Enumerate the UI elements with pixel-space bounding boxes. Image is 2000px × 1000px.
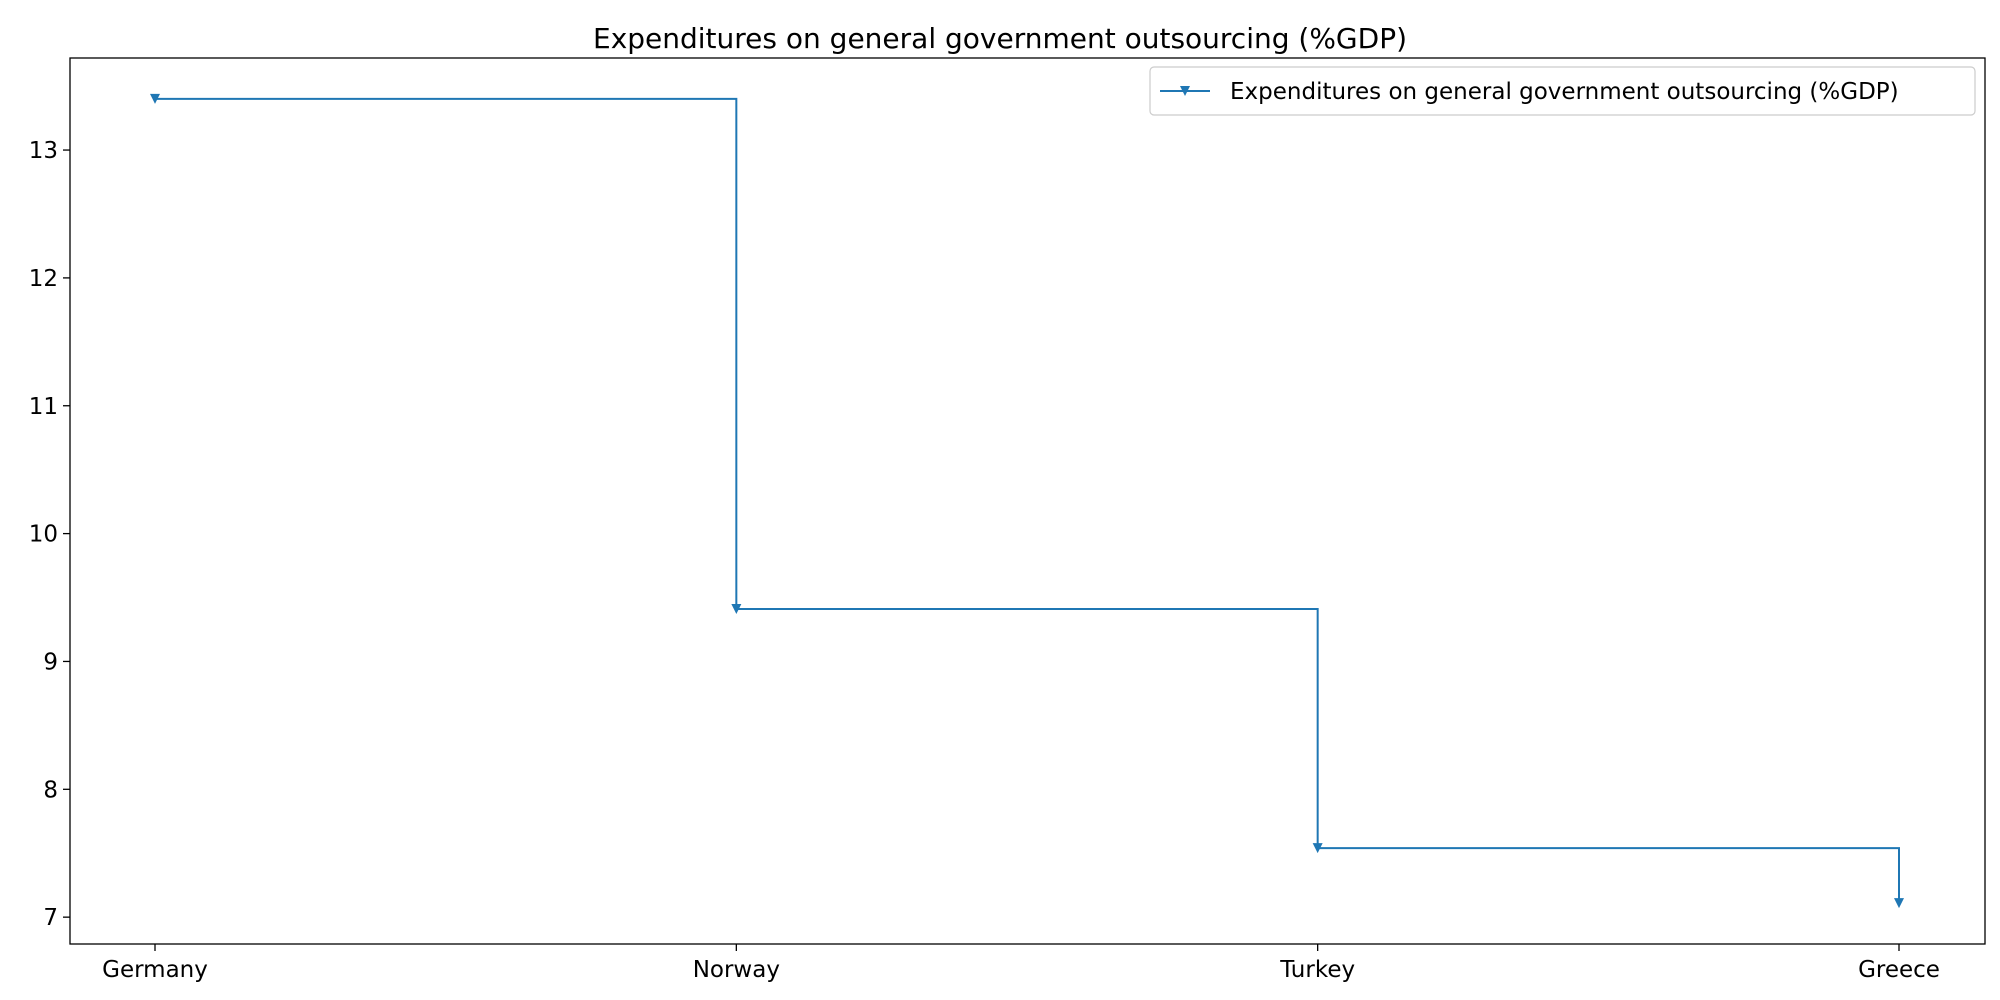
- series-line: [155, 97, 1900, 904]
- y-tick-label: 13: [29, 138, 58, 164]
- x-tick-label: Turkey: [1279, 957, 1355, 983]
- y-axis-ticks: 7 8 9 10 11 12 13: [29, 138, 70, 931]
- x-tick-label: Norway: [693, 957, 780, 983]
- y-tick-label: 12: [29, 266, 58, 292]
- y-tick-label: 11: [29, 394, 58, 420]
- chart-title: Expenditures on general government outso…: [593, 22, 1407, 55]
- y-tick-label: 9: [43, 649, 58, 675]
- data-point-marker: [1312, 843, 1323, 854]
- plot-frame: [69, 57, 1986, 945]
- y-tick-label: 8: [43, 777, 58, 803]
- x-tick-label: Germany: [102, 957, 208, 983]
- data-point-marker: [731, 604, 742, 615]
- legend: Expenditures on general government outso…: [1149, 66, 1976, 116]
- y-tick-label: 7: [43, 905, 58, 931]
- x-tick-label: Greece: [1858, 957, 1940, 983]
- x-axis-ticks: Germany Norway Turkey Greece: [102, 944, 1940, 983]
- legend-box: [1149, 66, 1976, 116]
- data-point-marker: [150, 93, 160, 104]
- y-tick-label: 10: [29, 522, 58, 548]
- series-layer: [150, 93, 1904, 909]
- data-point-marker: [1894, 898, 1904, 909]
- legend-marker-icon: [1180, 86, 1190, 96]
- legend-label: Expenditures on general government outso…: [1230, 79, 1899, 105]
